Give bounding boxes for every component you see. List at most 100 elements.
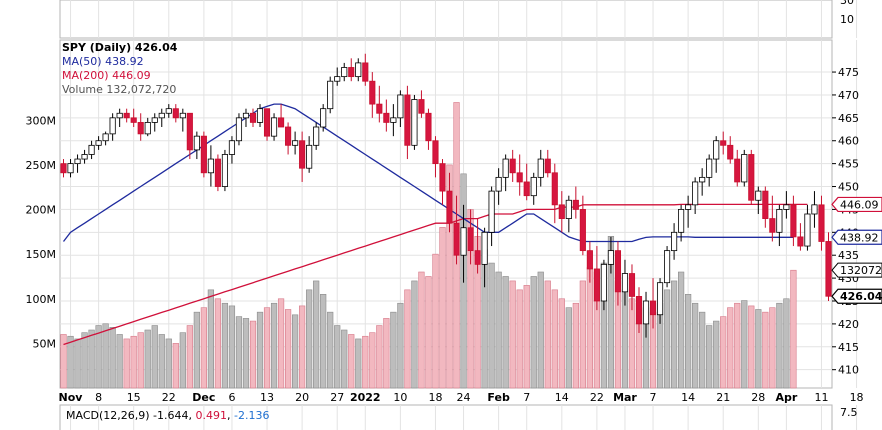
candle-body	[467, 227, 474, 252]
date-tick-label: 8	[95, 391, 102, 404]
candle-body	[116, 112, 123, 119]
volume-bar	[488, 262, 495, 389]
date-tick-label: 15	[127, 391, 141, 404]
candle-body	[537, 158, 544, 178]
ma200-line	[63, 203, 808, 346]
candle-body	[628, 273, 636, 297]
candle-body	[565, 199, 572, 219]
candle-body	[586, 250, 593, 270]
candle-body	[425, 112, 432, 142]
date-tick-label: 7	[650, 391, 657, 404]
volume-bar	[439, 227, 446, 389]
volume-bar	[699, 311, 706, 389]
candle-body	[144, 122, 151, 135]
candle-body	[348, 67, 355, 78]
date-tick-label: 27	[330, 391, 344, 404]
volume-bar	[748, 305, 755, 389]
volume-bar	[727, 307, 734, 389]
volume-bar	[74, 338, 81, 389]
volume-bar	[277, 298, 285, 389]
candle-body	[242, 112, 250, 119]
candle-body	[453, 222, 460, 256]
volume-bar	[755, 309, 762, 389]
candle-body	[151, 117, 158, 123]
volume-bar	[720, 316, 727, 389]
volume-bar	[432, 253, 439, 389]
legend-volume: Volume 132,072,720	[62, 83, 177, 96]
candle-body	[285, 126, 292, 146]
candle-body	[593, 268, 600, 302]
volume-bar	[734, 302, 741, 389]
volume-bar	[348, 334, 355, 389]
volume-bar	[200, 307, 207, 389]
candle-body	[769, 218, 776, 233]
legend-spy: SPY (Daily) 426.04	[62, 41, 178, 54]
volume-bar	[586, 267, 593, 389]
volume-bar	[783, 298, 790, 389]
top-indicator-panel: 30 10	[840, 0, 854, 26]
date-tick-label: 10	[393, 391, 407, 404]
volume-bar	[60, 334, 67, 389]
candle-body	[67, 163, 74, 174]
volume-bar	[270, 302, 278, 389]
candle-body	[825, 241, 832, 297]
macd-hist-value: -2.136	[234, 409, 270, 422]
volume-bar	[530, 276, 537, 389]
candle-body	[95, 140, 102, 146]
candle-body	[811, 204, 818, 215]
price-tick-label: 470	[838, 89, 859, 102]
candle-body	[249, 112, 257, 123]
candle-body	[369, 80, 376, 105]
candle-body	[572, 199, 579, 210]
volume-bar	[362, 335, 369, 389]
candle-body	[299, 140, 306, 169]
volume-bar	[306, 289, 313, 389]
volume-bar	[670, 280, 678, 389]
candle-body	[614, 250, 622, 293]
date-tick-label: 28	[751, 391, 765, 404]
candle-body	[818, 204, 825, 242]
candle-body	[362, 62, 369, 82]
volume-bar	[383, 318, 390, 389]
candle-body	[579, 209, 586, 252]
candle-body	[102, 133, 109, 142]
price-tick-label: 475	[838, 66, 859, 79]
volume-bar	[769, 307, 776, 389]
date-tick-label: 18	[428, 391, 442, 404]
date-tick-label: 22	[590, 391, 604, 404]
volume-bar	[418, 271, 425, 389]
candle-body	[678, 209, 685, 233]
price-tag-label: 446.09	[840, 198, 879, 211]
volume-bar	[446, 164, 453, 389]
volume-bar	[355, 338, 362, 389]
candle-body	[320, 108, 327, 128]
candle-body	[123, 112, 130, 119]
macd-value: -1.644	[153, 409, 189, 422]
candle-body	[755, 190, 762, 201]
volume-bar	[411, 280, 418, 389]
candle-body	[341, 67, 348, 78]
candle-body	[334, 76, 341, 82]
candle-body	[207, 158, 214, 174]
macd-signal-value: 0.491	[195, 409, 228, 422]
volume-bar	[692, 302, 699, 389]
candle-body	[60, 163, 67, 174]
date-tick-label: 14	[555, 391, 569, 404]
candle-body	[516, 172, 523, 183]
candle-body	[214, 158, 221, 187]
volume-tick-label: 200M	[26, 204, 57, 217]
price-tick-label: 455	[838, 158, 859, 171]
main-panel-frame	[59, 39, 833, 389]
candle-body	[523, 181, 530, 197]
volume-bar	[193, 311, 200, 389]
candle-body	[790, 204, 797, 238]
volume-bar	[151, 325, 158, 389]
candle-body	[474, 250, 481, 265]
volume-bar	[678, 271, 685, 389]
volume-bar	[95, 325, 102, 389]
volume-bar	[284, 309, 292, 389]
volume-bar	[369, 332, 376, 389]
candle-body	[313, 126, 320, 146]
volume-bar	[425, 276, 432, 389]
candle-body	[762, 190, 769, 219]
